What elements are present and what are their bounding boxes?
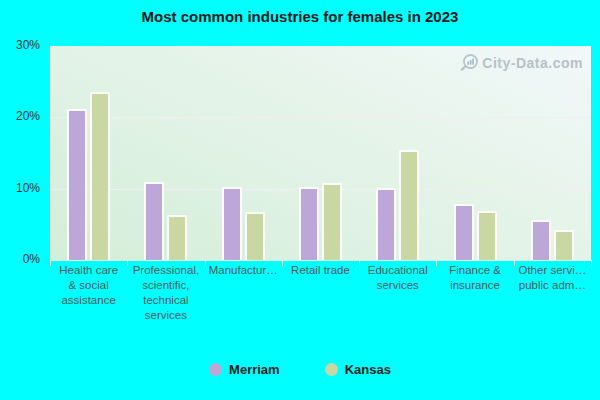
bar-merriam-7 [531,220,551,260]
y-axis-label-0pct: 0% [0,252,40,266]
x-axis-label-5: Educational services [355,263,440,293]
bar-merriam-4 [299,187,319,261]
legend: Merriam Kansas [0,362,600,377]
chart-title: Most common industries for females in 20… [0,8,600,25]
y-axis-label-30pct: 30% [0,38,40,52]
plot-area: City-Data.com [50,46,591,261]
bar-kansas-6 [477,211,497,260]
legend-item-kansas: Kansas [325,362,391,377]
bar-kansas-4 [322,183,342,260]
legend-dot-icon [209,363,222,376]
x-axis-label-6: Finance & insurance [432,263,517,293]
bar-merriam-2 [144,182,164,261]
bar-merriam-6 [454,204,474,260]
bar-kansas-5 [399,150,419,260]
watermark-text: City-Data.com [482,55,583,71]
x-axis-label-3: Manufactur… [201,263,286,278]
bar-merriam-3 [222,187,242,261]
x-axis: Health care & social assistanceProfessio… [50,263,591,333]
y-axis: 0%10%20%30% [0,46,45,260]
y-axis-label-20pct: 20% [0,109,40,123]
bar-kansas-1 [90,92,110,260]
x-axis-label-4: Retail trade [278,263,363,278]
x-axis-label-2: Professional, scientific, technical serv… [123,263,208,323]
gridline-10pct [50,189,591,190]
legend-item-merriam: Merriam [209,362,280,377]
gridline-20pct [50,117,591,118]
bar-kansas-3 [245,212,265,260]
bar-merriam-1 [67,109,87,260]
legend-label: Merriam [229,362,280,377]
city-data-logo-icon [459,53,479,73]
bar-kansas-7 [554,230,574,260]
x-axis-label-7: Other servi… public adm… [510,263,595,293]
legend-dot-icon [325,363,338,376]
legend-label: Kansas [345,362,391,377]
bar-merriam-5 [376,188,396,260]
bar-kansas-2 [167,215,187,260]
y-axis-label-10pct: 10% [0,181,40,195]
x-axis-label-1: Health care & social assistance [46,263,131,308]
watermark: City-Data.com [459,53,583,73]
